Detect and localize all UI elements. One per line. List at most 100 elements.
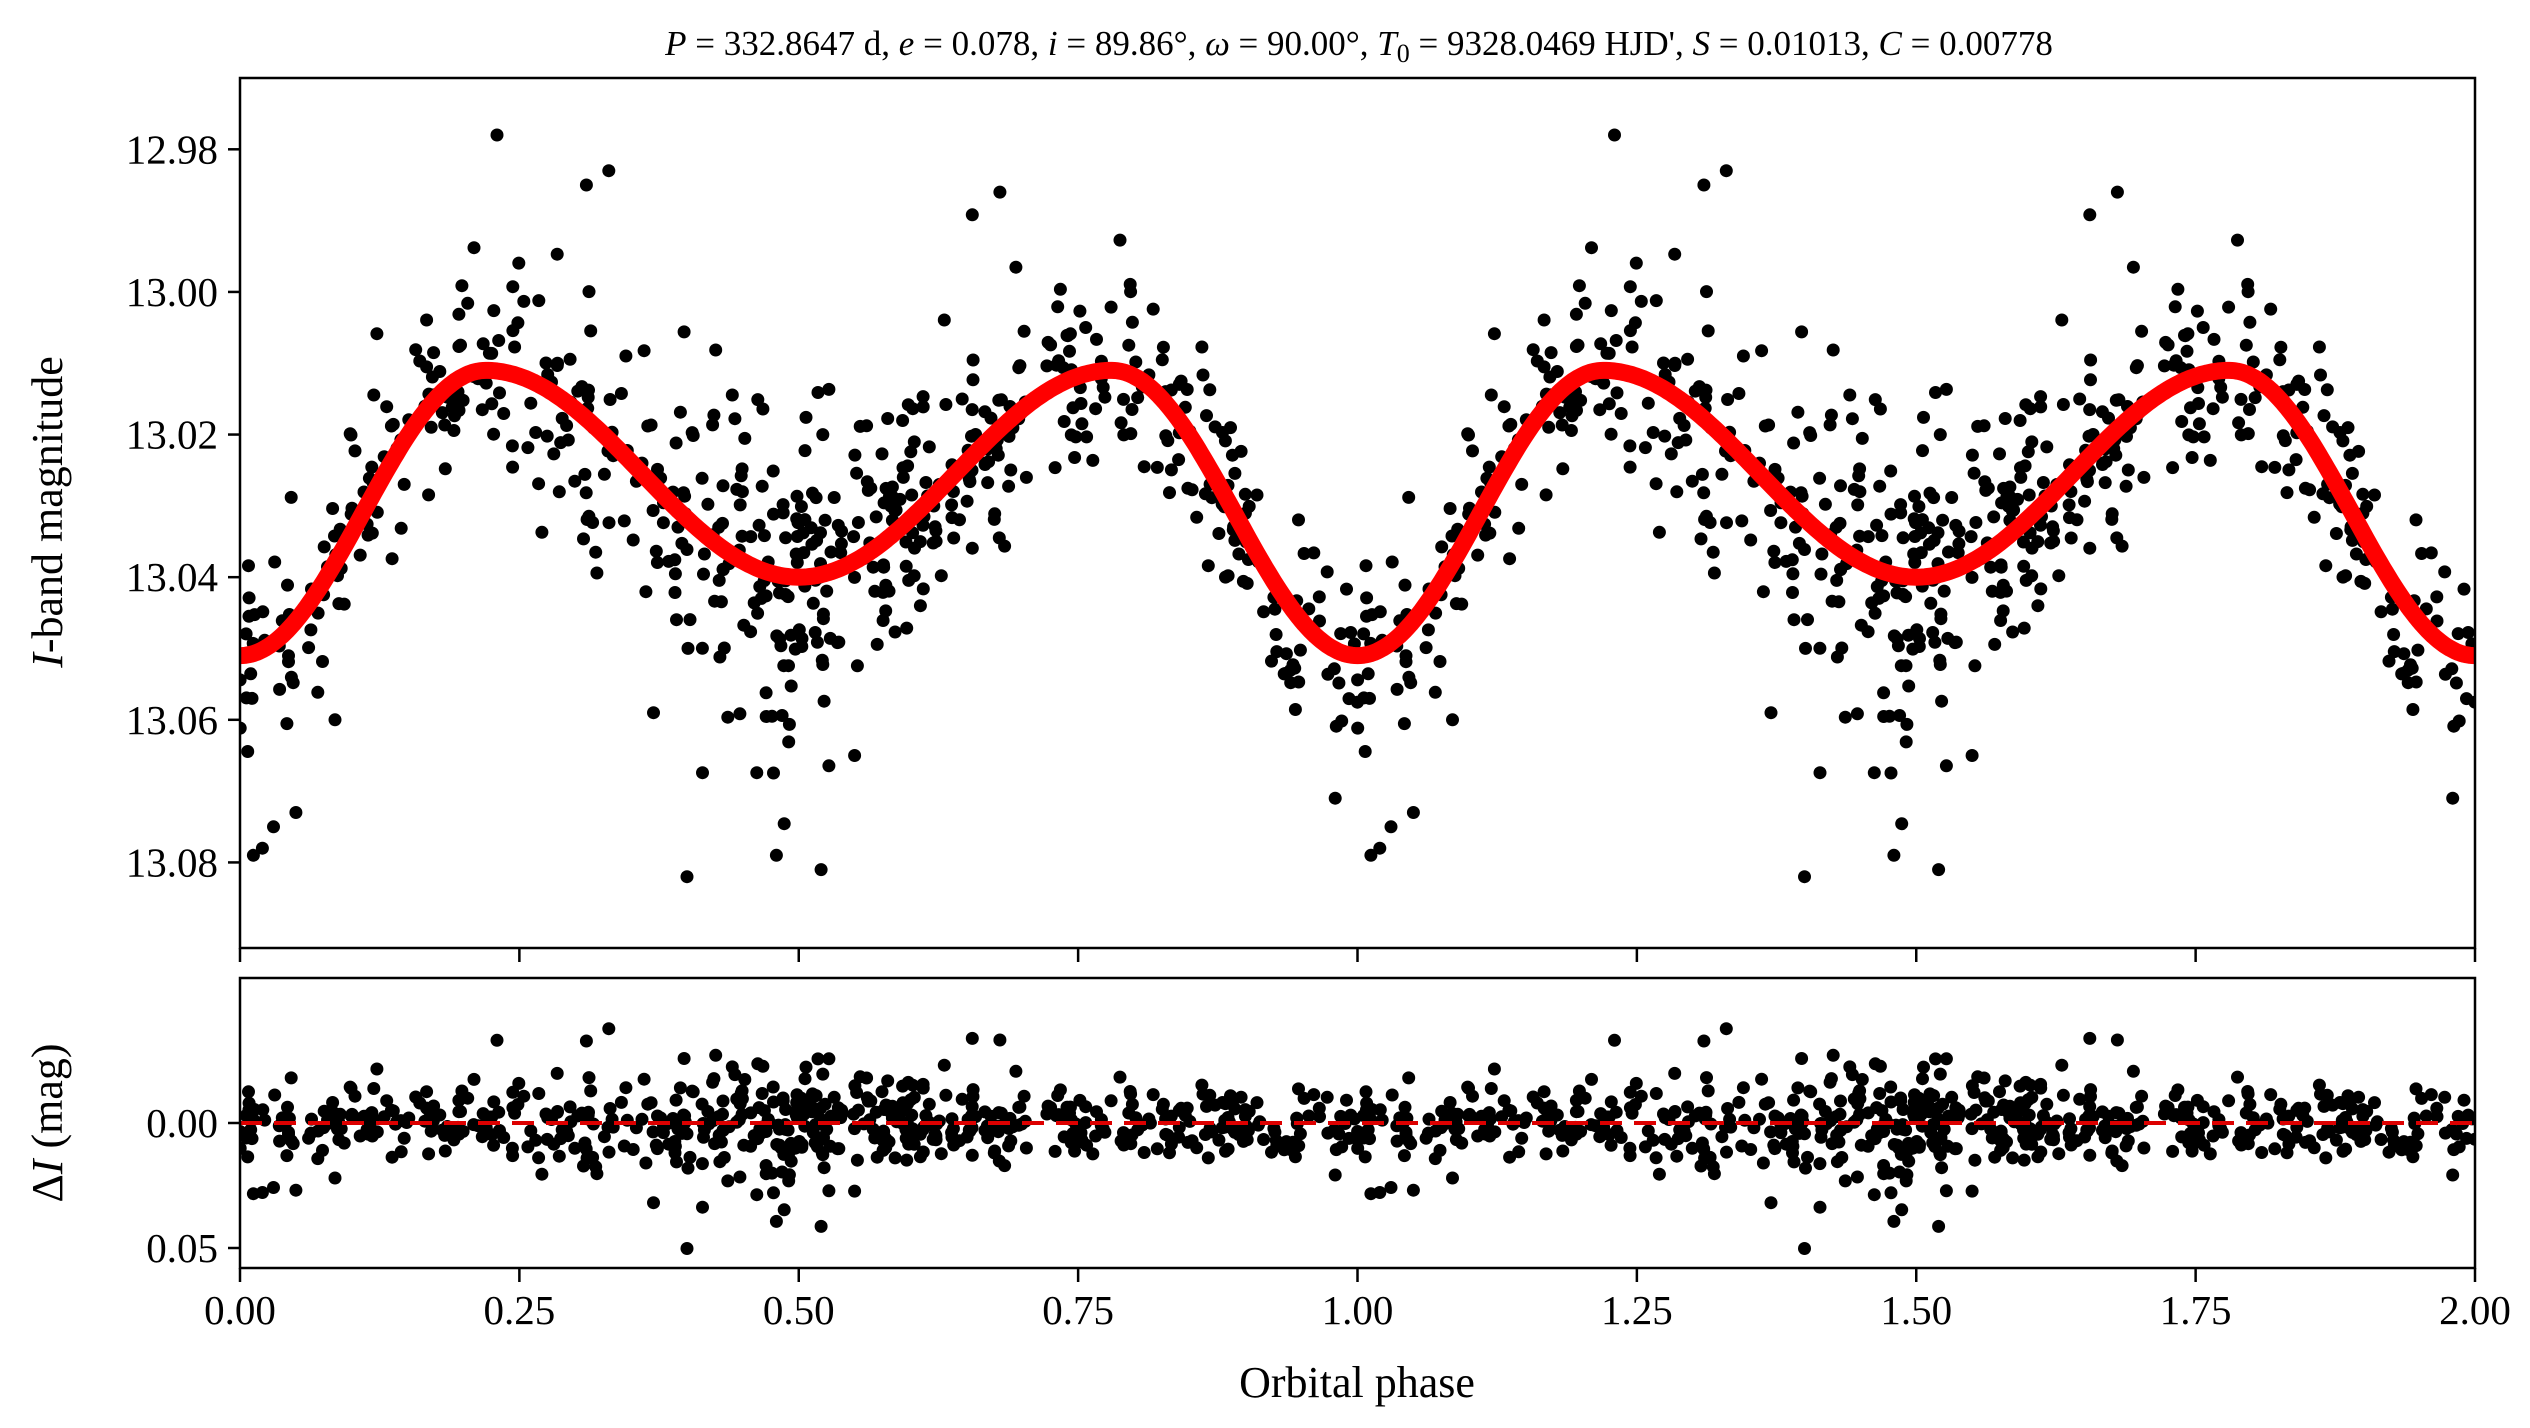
residual-point bbox=[1699, 1105, 1713, 1119]
residual-point bbox=[1838, 1174, 1852, 1188]
residual-point bbox=[939, 1088, 953, 1102]
residual-point bbox=[2312, 1078, 2326, 1092]
data-point bbox=[1419, 641, 1433, 655]
data-point bbox=[1073, 304, 1087, 318]
residual-point bbox=[2044, 1132, 2058, 1146]
data-point bbox=[2404, 658, 2417, 672]
data-point bbox=[1896, 531, 1910, 545]
data-point bbox=[907, 435, 921, 449]
data-point bbox=[328, 713, 342, 727]
residual-point bbox=[1756, 1156, 1770, 1170]
residual-point bbox=[1257, 1133, 1271, 1146]
data-point bbox=[1939, 382, 1953, 396]
data-point bbox=[2102, 411, 2115, 425]
data-point bbox=[2268, 460, 2282, 474]
y-tick-label: 13.06 bbox=[126, 697, 218, 743]
residual-point bbox=[1700, 1071, 1713, 1085]
data-point bbox=[978, 458, 992, 471]
residual-point bbox=[1201, 1151, 1215, 1165]
data-point bbox=[1487, 327, 1501, 341]
residual-point bbox=[1850, 1170, 1864, 1184]
residual-point bbox=[1764, 1196, 1778, 1210]
residual-point bbox=[766, 1080, 780, 1094]
residual-point bbox=[485, 1110, 499, 1124]
residual-point bbox=[1933, 1067, 1947, 1081]
residual-point bbox=[1724, 1120, 1738, 1134]
data-point bbox=[1762, 418, 1776, 432]
residual-point bbox=[1398, 1100, 1412, 1114]
data-point bbox=[2168, 300, 2182, 314]
data-point bbox=[2044, 536, 2058, 550]
residual-point bbox=[1265, 1145, 1278, 1159]
residual-point bbox=[1471, 1129, 1485, 1143]
residual-point bbox=[1932, 1219, 1946, 1233]
residual-point bbox=[1813, 1200, 1827, 1214]
residual-point bbox=[1137, 1146, 1151, 1159]
residual-point bbox=[1852, 1086, 1866, 1100]
data-point bbox=[2019, 398, 2033, 412]
data-point bbox=[1912, 500, 1926, 513]
data-point bbox=[860, 419, 874, 433]
data-point bbox=[1361, 667, 1375, 681]
residual-point bbox=[380, 1094, 394, 1108]
data-point bbox=[1917, 410, 1930, 424]
y-tick-label: 13.04 bbox=[126, 554, 218, 600]
data-point bbox=[683, 613, 697, 627]
residual-point bbox=[1638, 1140, 1652, 1154]
data-point bbox=[394, 521, 408, 535]
data-point bbox=[1838, 710, 1852, 724]
data-point bbox=[848, 749, 862, 762]
residual-point bbox=[1649, 1087, 1663, 1100]
residual-point bbox=[905, 1108, 919, 1122]
data-point bbox=[2084, 353, 2098, 367]
data-point bbox=[827, 491, 841, 504]
data-point bbox=[1526, 343, 1540, 357]
residual-point bbox=[1868, 1132, 1882, 1146]
data-point bbox=[1172, 453, 1186, 467]
residual-point bbox=[916, 1081, 930, 1095]
data-point bbox=[738, 431, 752, 445]
data-point bbox=[2171, 282, 2185, 296]
data-point bbox=[1923, 486, 1937, 500]
residual-point bbox=[1873, 1087, 1887, 1100]
data-point bbox=[1657, 356, 1670, 370]
data-point bbox=[1701, 324, 1715, 338]
data-point bbox=[2031, 599, 2045, 613]
data-point bbox=[521, 441, 535, 455]
data-point bbox=[2345, 466, 2359, 480]
data-point bbox=[2196, 321, 2210, 334]
data-point bbox=[2276, 429, 2290, 443]
data-point bbox=[2320, 383, 2334, 397]
data-point bbox=[1180, 383, 1194, 396]
residual-point bbox=[2447, 1143, 2461, 1157]
y-tick-label: 13.02 bbox=[126, 412, 218, 458]
residual-point bbox=[1156, 1097, 1170, 1111]
data-point bbox=[2034, 400, 2048, 414]
data-point bbox=[1801, 613, 1814, 627]
data-point bbox=[1292, 513, 1305, 527]
residual-point bbox=[1218, 1097, 1232, 1111]
data-point bbox=[1732, 387, 1746, 400]
residual-point bbox=[644, 1096, 658, 1110]
residual-point bbox=[2268, 1142, 2282, 1156]
data-point bbox=[2084, 373, 2097, 387]
y-tick-label: 13.08 bbox=[126, 839, 218, 885]
data-point bbox=[1787, 436, 1801, 450]
data-point bbox=[1334, 627, 1348, 641]
residual-point bbox=[532, 1151, 546, 1165]
residual-point bbox=[244, 1123, 258, 1137]
data-point bbox=[734, 469, 748, 483]
residual-point bbox=[1504, 1104, 1518, 1118]
residual-point bbox=[2438, 1090, 2452, 1104]
data-point bbox=[966, 353, 980, 367]
data-point bbox=[820, 584, 834, 598]
data-point bbox=[2232, 416, 2246, 430]
data-point bbox=[1629, 256, 1643, 270]
data-point bbox=[1240, 576, 1254, 590]
data-point bbox=[1791, 405, 1805, 419]
residual-point bbox=[1228, 1102, 1242, 1116]
data-point bbox=[822, 382, 836, 396]
residual-point bbox=[1267, 1122, 1281, 1135]
data-point bbox=[835, 524, 849, 538]
data-point bbox=[2007, 503, 2021, 517]
